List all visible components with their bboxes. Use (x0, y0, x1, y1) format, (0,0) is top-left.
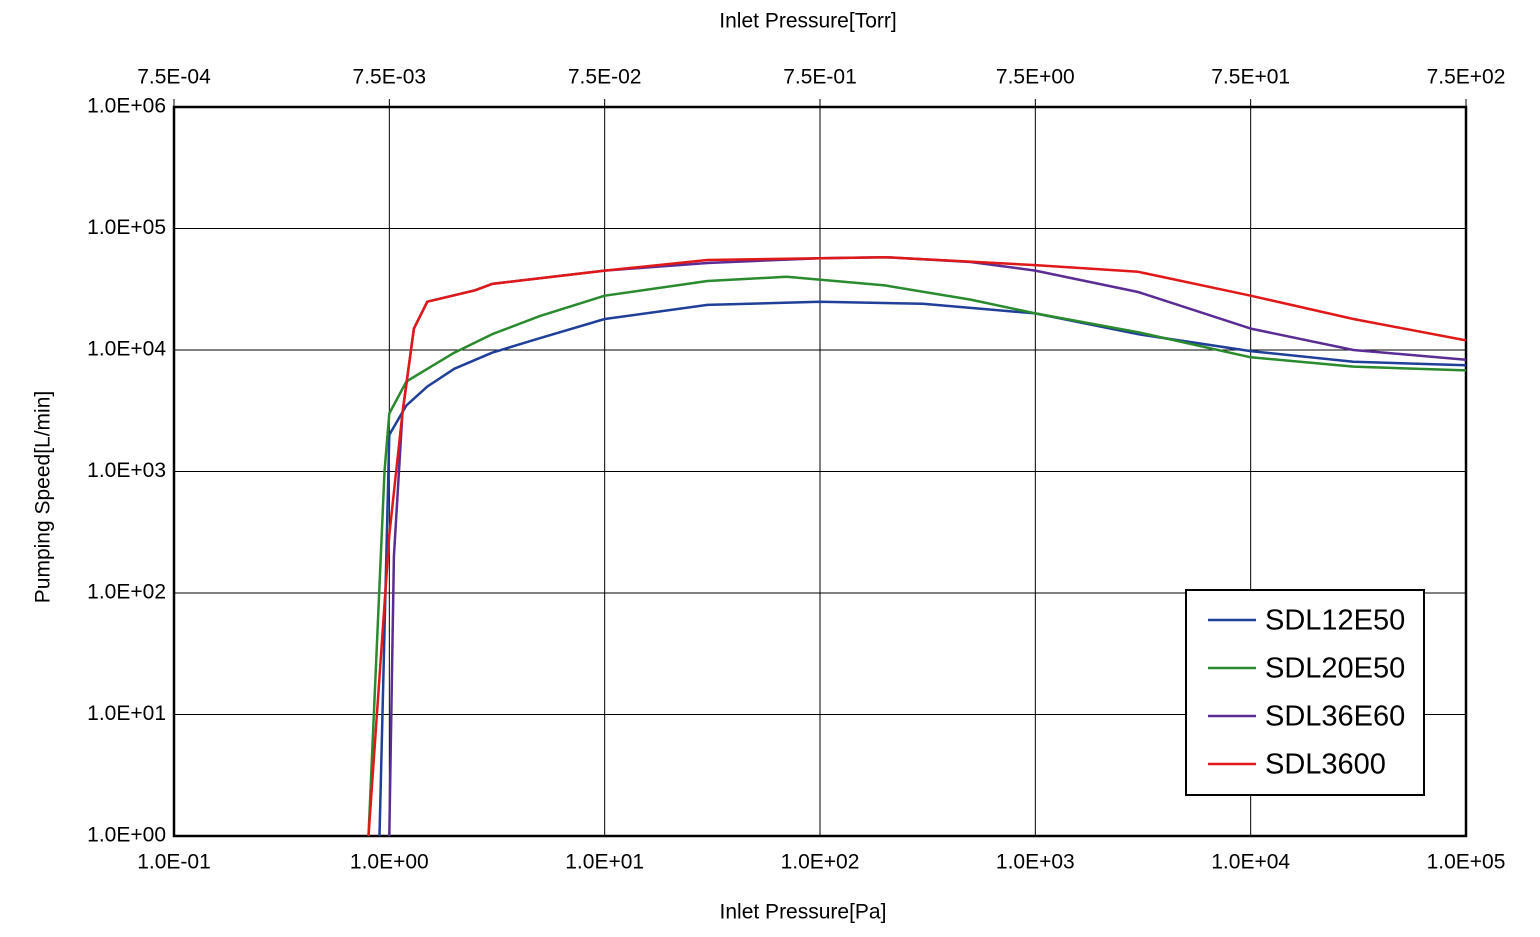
y-axis-title: Pumping Speed[L/min] (32, 391, 55, 603)
x2-axis-title: Inlet Pressure[Torr] (719, 10, 896, 33)
legend-label: SDL12E50 (1265, 605, 1405, 637)
legend-label: SDL36E60 (1265, 701, 1405, 733)
legend-label: SDL20E50 (1265, 653, 1405, 685)
x2-tick-label: 7.5E-01 (783, 66, 857, 89)
y-tick-label: 1.0E+05 (87, 216, 166, 239)
x-tick-label: 1.0E-01 (137, 851, 211, 874)
x2-tick-label: 7.5E-04 (137, 66, 211, 89)
y-tick-label: 1.0E+01 (87, 702, 166, 725)
y-tick-label: 1.0E+06 (87, 95, 166, 118)
x2-tick-label: 7.5E+01 (1211, 66, 1290, 89)
x2-tick-label: 7.5E+02 (1427, 66, 1506, 89)
x-tick-label: 1.0E+00 (350, 851, 429, 874)
x-tick-label: 1.0E+05 (1427, 851, 1506, 874)
x-axis-title: Inlet Pressure[Pa] (720, 901, 887, 924)
x-tick-label: 1.0E+02 (781, 851, 860, 874)
y-tick-label: 1.0E+00 (87, 824, 166, 847)
series-line (367, 275, 1467, 837)
series-line (378, 300, 1467, 837)
x-tick-label: 1.0E+01 (565, 851, 644, 874)
x2-tick-label: 7.5E+00 (996, 66, 1075, 89)
y-tick-label: 1.0E+04 (87, 338, 166, 361)
x-tick-label: 1.0E+04 (1211, 851, 1290, 874)
x2-tick-label: 7.5E-02 (568, 66, 642, 89)
y-tick-label: 1.0E+03 (87, 459, 166, 482)
plot-frame (172, 105, 1468, 838)
legend-box (1185, 589, 1425, 796)
x-tick-label: 1.0E+03 (996, 851, 1075, 874)
series-line (367, 255, 1467, 837)
legend-label: SDL3600 (1265, 749, 1386, 781)
x2-tick-label: 7.5E-03 (353, 66, 427, 89)
y-tick-label: 1.0E+02 (87, 581, 166, 604)
